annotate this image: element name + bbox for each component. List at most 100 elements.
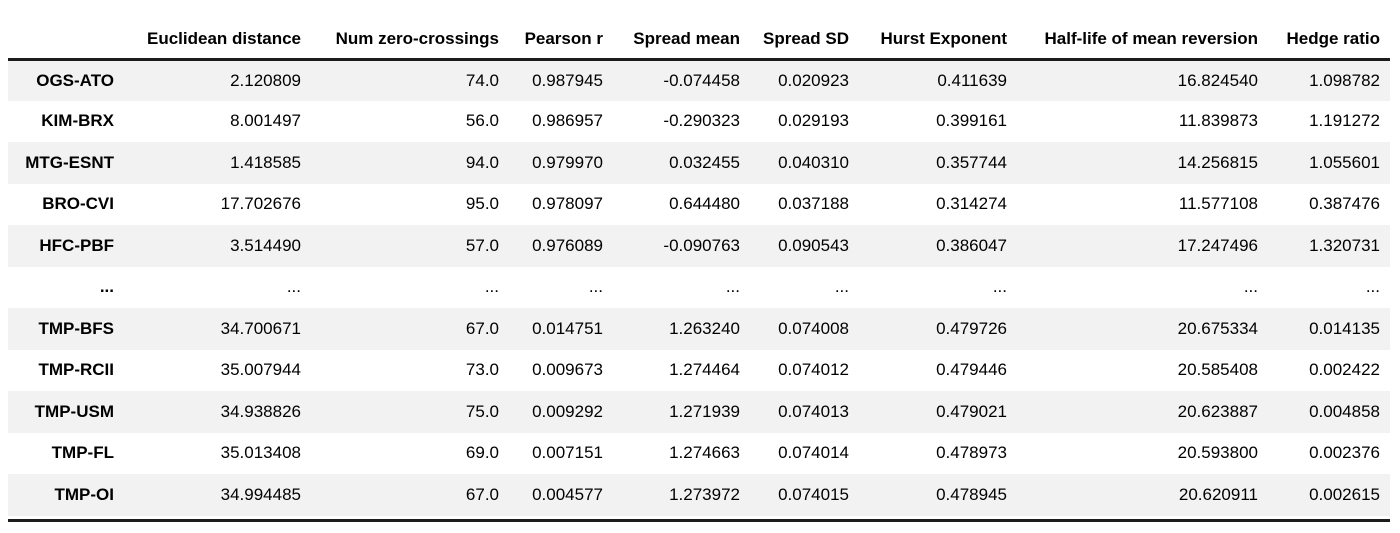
table-bottom-rule bbox=[8, 518, 1390, 522]
table-cell: 0.478973 bbox=[936, 443, 1007, 463]
column-header: Hurst Exponent bbox=[859, 0, 1017, 61]
table-cell: 34.938826 bbox=[220, 401, 301, 421]
table-cell: 14.256815 bbox=[1177, 152, 1258, 172]
table-cell: 1.274663 bbox=[669, 443, 740, 463]
row-label: ... bbox=[99, 277, 114, 297]
table-cell: 0.007151 bbox=[532, 443, 603, 463]
column-header: Hedge ratio bbox=[1268, 0, 1390, 61]
table-cell: 0.357744 bbox=[936, 152, 1007, 172]
table-cell: 1.274464 bbox=[669, 360, 740, 380]
table-cell: 0.479726 bbox=[936, 318, 1007, 338]
table-cell: 0.029193 bbox=[778, 111, 849, 131]
table-cell: 0.976089 bbox=[532, 235, 603, 255]
table-cell: 0.009673 bbox=[532, 360, 603, 380]
table-cell: 67.0 bbox=[465, 318, 499, 338]
table-cell: 1.271939 bbox=[669, 401, 740, 421]
table-cell: ... bbox=[1243, 277, 1258, 297]
table-cell: ... bbox=[1365, 277, 1380, 297]
table-cell: 67.0 bbox=[465, 484, 499, 504]
table-cell: 1.320731 bbox=[1309, 235, 1380, 255]
table-cell: 34.994485 bbox=[220, 484, 301, 504]
table-cell: 20.675334 bbox=[1177, 318, 1258, 338]
table-cell: 35.007944 bbox=[220, 360, 301, 380]
table-cell: ... bbox=[992, 277, 1007, 297]
table-cell: 20.620911 bbox=[1178, 484, 1258, 504]
table-cell: 1.098782 bbox=[1309, 70, 1380, 90]
table-row: BRO-CVI 17.702676 95.0 0.978097 0.644480 0.03… bbox=[8, 184, 1390, 226]
row-label: OGS-ATO bbox=[36, 70, 114, 90]
table-cell: -0.090763 bbox=[663, 235, 740, 255]
row-label: HFC-PBF bbox=[39, 235, 114, 255]
table-cell: 1.273972 bbox=[669, 484, 740, 504]
table-row: TMP-RCII 35.007944 73.0 0.009673 1.274464 0.0… bbox=[8, 350, 1390, 392]
table-cell: 0.037188 bbox=[778, 194, 849, 214]
table-cell: 3.514490 bbox=[230, 235, 301, 255]
table-cell: 16.824540 bbox=[1177, 70, 1258, 90]
pairs-stats-table: Euclidean distance Num zero-crossings Pear… bbox=[8, 0, 1390, 516]
table-cell: 94.0 bbox=[465, 152, 499, 172]
row-label: BRO-CVI bbox=[42, 194, 114, 214]
table-row: TMP-OI 34.994485 67.0 0.004577 1.273972 0.074… bbox=[8, 474, 1390, 516]
table-cell: 34.700671 bbox=[220, 318, 301, 338]
row-label: TMP-USM bbox=[34, 401, 114, 421]
column-header: Pearson r bbox=[509, 0, 613, 61]
column-header: Spread mean bbox=[613, 0, 750, 61]
table-cell: 0.478945 bbox=[936, 484, 1007, 504]
table-cell: 0.387476 bbox=[1309, 194, 1380, 214]
table-cell: 0.040310 bbox=[778, 152, 849, 172]
table-cell: 0.411639 bbox=[937, 70, 1007, 90]
table-cell: 1.263240 bbox=[669, 318, 740, 338]
table-cell: -0.290323 bbox=[663, 111, 740, 131]
table-cell: -0.074458 bbox=[663, 70, 740, 90]
table-cell: 0.014751 bbox=[532, 318, 603, 338]
table-cell: ... bbox=[834, 277, 849, 297]
row-label: KIM-BRX bbox=[41, 111, 114, 131]
table-cell: 0.399161 bbox=[936, 111, 1007, 131]
table-cell: 17.702676 bbox=[220, 194, 301, 214]
table-cell: 0.090543 bbox=[778, 235, 849, 255]
table-cell: 20.593800 bbox=[1177, 443, 1258, 463]
table-cell: 69.0 bbox=[465, 443, 499, 463]
table-cell: 0.004858 bbox=[1309, 401, 1380, 421]
table-cell: 75.0 bbox=[465, 401, 499, 421]
table-cell: 20.585408 bbox=[1177, 360, 1258, 380]
row-label: MTG-ESNT bbox=[25, 152, 114, 172]
table-cell: ... bbox=[484, 277, 499, 297]
table-cell: 20.623887 bbox=[1177, 401, 1258, 421]
table-cell: 0.002422 bbox=[1309, 360, 1380, 380]
table-cell: 0.004577 bbox=[532, 484, 603, 504]
table-cell: 56.0 bbox=[465, 111, 499, 131]
column-header: Half-life of mean reversion bbox=[1017, 0, 1268, 61]
table-cell: 0.986957 bbox=[532, 111, 603, 131]
table-cell: 1.055601 bbox=[1309, 152, 1380, 172]
row-label: TMP-OI bbox=[54, 484, 115, 504]
table-cell: 0.074008 bbox=[778, 318, 849, 338]
table-cell: 0.002615 bbox=[1309, 484, 1380, 504]
row-label: TMP-BFS bbox=[38, 318, 114, 338]
table-cell: 17.247496 bbox=[1177, 235, 1258, 255]
table-cell: 73.0 bbox=[465, 360, 499, 380]
table-cell: 2.120809 bbox=[230, 70, 301, 90]
table-row: ........................... bbox=[8, 267, 1390, 309]
table-row: HFC-PBF 3.514490 57.0 0.976089 -0.090763 0.09… bbox=[8, 225, 1390, 267]
table-cell: 0.020923 bbox=[778, 70, 849, 90]
table-cell: 74.0 bbox=[465, 70, 499, 90]
table-cell: 1.418585 bbox=[230, 152, 301, 172]
table-cell: 11.577108 bbox=[1178, 194, 1258, 214]
table-row: KIM-BRX 8.001497 56.0 0.986957 -0.290323 0.02… bbox=[8, 101, 1390, 143]
table-row: TMP-BFS 34.700671 67.0 0.014751 1.263240 0.07… bbox=[8, 308, 1390, 350]
table-cell: 0.386047 bbox=[936, 235, 1007, 255]
table-cell: 0.314274 bbox=[936, 194, 1007, 214]
table-row: OGS-ATO 2.120809 74.0 0.987945 -0.074458 0.02… bbox=[8, 59, 1390, 101]
table-cell: 0.074012 bbox=[778, 360, 849, 380]
table-cell: 0.479021 bbox=[936, 401, 1007, 421]
table-cell: 0.074013 bbox=[778, 401, 849, 421]
table-cell: 0.987945 bbox=[532, 70, 603, 90]
table-cell: 0.014135 bbox=[1309, 318, 1380, 338]
table-row: MTG-ESNT 1.418585 94.0 0.979970 0.032455 0.04… bbox=[8, 142, 1390, 184]
table-cell: ... bbox=[588, 277, 603, 297]
table-cell: 95.0 bbox=[465, 194, 499, 214]
table-cell: 0.032455 bbox=[669, 152, 740, 172]
row-label: TMP-FL bbox=[51, 443, 114, 463]
